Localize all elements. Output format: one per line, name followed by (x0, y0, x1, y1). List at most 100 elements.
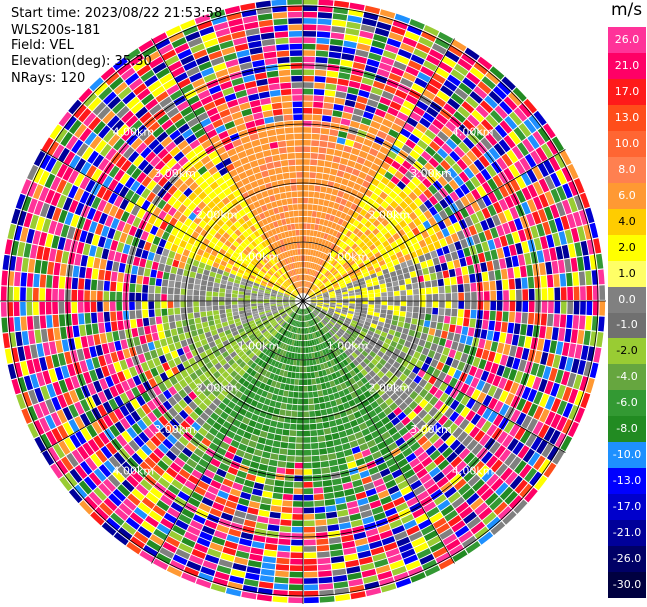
velocity-gate (251, 293, 258, 297)
velocity-gate (268, 459, 278, 467)
velocity-gate (318, 396, 325, 403)
velocity-gate (289, 301, 296, 303)
velocity-gate (135, 465, 148, 478)
velocity-gate (330, 299, 336, 301)
velocity-gate (225, 472, 236, 482)
velocity-gate (174, 294, 180, 301)
velocity-gate (116, 291, 123, 301)
velocity-gate (287, 310, 293, 315)
velocity-gate (276, 421, 284, 429)
velocity-gate (21, 408, 33, 424)
velocity-gate (180, 420, 191, 431)
velocity-gate (348, 8, 364, 17)
velocity-gate (486, 516, 501, 531)
velocity-gate (482, 407, 493, 420)
velocity-gate (212, 421, 222, 431)
velocity-gate (130, 470, 144, 483)
velocity-gate (514, 426, 526, 441)
velocity-gate (129, 310, 136, 320)
velocity-gate (105, 260, 114, 271)
velocity-gate (430, 272, 437, 281)
velocity-gate (79, 176, 91, 190)
velocity-gate (288, 352, 293, 359)
velocity-gate (292, 501, 303, 507)
velocity-gate (97, 106, 111, 120)
velocity-gate (597, 269, 605, 285)
velocity-gate (141, 93, 155, 106)
velocity-gate (338, 257, 345, 264)
velocity-gate (23, 375, 34, 391)
velocity-gate (11, 347, 20, 363)
velocity-gate (361, 165, 370, 174)
velocity-gate (274, 283, 281, 288)
velocity-gate (229, 488, 242, 497)
velocity-gate (162, 315, 169, 324)
velocity-gate (213, 186, 223, 196)
velocity-gate (264, 363, 271, 371)
velocity-gate (308, 268, 312, 275)
velocity-gate (303, 0, 318, 5)
velocity-gate (364, 365, 372, 373)
velocity-gate (84, 131, 97, 146)
velocity-gate (423, 188, 433, 199)
velocity-gate (339, 361, 346, 369)
velocity-gate (410, 571, 426, 583)
velocity-gate (463, 167, 475, 179)
velocity-gate (385, 547, 400, 558)
velocity-gate (35, 216, 46, 231)
velocity-gate (336, 298, 343, 301)
velocity-gate (189, 519, 204, 531)
velocity-gate (286, 288, 292, 293)
velocity-gate (333, 484, 344, 492)
velocity-gate (350, 203, 358, 211)
velocity-gate (317, 12, 333, 19)
velocity-gate (424, 392, 434, 402)
velocity-gate (128, 225, 138, 237)
velocity-gate (32, 358, 42, 373)
velocity-gate (227, 248, 235, 255)
velocity-gate (257, 305, 264, 309)
velocity-gate (344, 214, 352, 222)
velocity-gate (329, 267, 336, 273)
velocity-gate (500, 268, 508, 280)
velocity-gate (206, 291, 213, 297)
velocity-gate (423, 402, 434, 413)
velocity-gate (432, 546, 448, 559)
velocity-gate (123, 146, 135, 159)
velocity-gate (470, 146, 483, 159)
velocity-gate (521, 415, 533, 429)
velocity-gate (380, 583, 397, 593)
velocity-gate (242, 485, 253, 494)
velocity-gate (313, 397, 320, 404)
velocity-gate (282, 350, 287, 357)
velocity-gate (391, 431, 402, 442)
velocity-gate (284, 315, 290, 321)
velocity-gate (20, 302, 27, 316)
velocity-gate (26, 287, 33, 301)
velocity-gate (298, 308, 301, 314)
velocity-gate (310, 269, 314, 276)
velocity-gate (239, 361, 247, 369)
velocity-gate (356, 191, 364, 200)
velocity-gate (437, 131, 449, 143)
velocity-gate (131, 488, 145, 501)
velocity-gate (510, 409, 521, 423)
velocity-gate (401, 416, 411, 426)
velocity-gate (437, 315, 444, 323)
velocity-gate (489, 441, 501, 455)
velocity-gate (73, 484, 88, 499)
velocity-gate (366, 240, 374, 248)
velocity-gate (390, 241, 398, 249)
velocity-gate (457, 309, 464, 318)
velocity-gate (265, 311, 272, 316)
velocity-gate (244, 479, 255, 488)
velocity-gate (175, 320, 183, 328)
velocity-gate (321, 335, 326, 342)
velocity-gate (123, 498, 137, 511)
velocity-gate (261, 338, 268, 345)
velocity-gate (75, 430, 87, 445)
velocity-gate (149, 103, 162, 116)
velocity-gate (356, 416, 365, 425)
velocity-gate (130, 192, 140, 205)
velocity-gate (219, 309, 226, 315)
